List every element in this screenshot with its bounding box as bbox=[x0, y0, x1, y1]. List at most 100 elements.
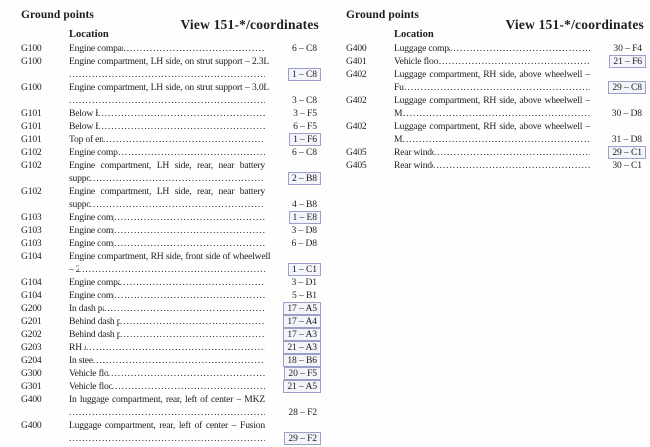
ground-point-id: G405 bbox=[346, 147, 367, 158]
coordinate-cell: 1 – C1 bbox=[269, 263, 321, 276]
location-text: Engine compartment, LH side – 2.3L bbox=[69, 212, 114, 223]
dot-leader bbox=[403, 107, 590, 120]
ground-point-id: G101 bbox=[21, 108, 42, 119]
location-entry: Engine compartment, LH side – 2.3L 1 – E8 bbox=[69, 211, 321, 224]
coordinate-text: 30 – C1 bbox=[612, 160, 642, 171]
coordinate-cell: 21 – F6 bbox=[594, 55, 646, 68]
coordinate-link[interactable]: 21 – A3 bbox=[283, 341, 321, 354]
ground-point-id: G100 bbox=[21, 56, 42, 67]
location-line: – 2.3L 1 – C1 bbox=[69, 263, 321, 276]
dot-leader bbox=[120, 315, 265, 328]
coordinate-cell: 6 – D8 bbox=[269, 237, 321, 250]
dot-leader bbox=[450, 42, 590, 55]
location-text: Engine compartment, RH side – 3.5L bbox=[69, 290, 114, 301]
location-line: In steering wheel 18 – B6 bbox=[69, 354, 321, 367]
location-text: Top of engine, rear – 2.3L bbox=[69, 134, 103, 145]
ground-point-id: G100 bbox=[21, 82, 42, 93]
coordinate-link[interactable]: 17 – A4 bbox=[283, 315, 321, 328]
dot-leader bbox=[434, 146, 590, 159]
coordinate-cell: 6 – C8 bbox=[269, 146, 321, 159]
location-line: Engine compartment, LH side – 3.5L 6 – D8 bbox=[69, 237, 321, 250]
location-line: Vehicle floor, under passenger seat 21 – … bbox=[69, 380, 321, 393]
coordinate-link[interactable]: 21 – F6 bbox=[609, 55, 646, 68]
location-text: Below Battery – 3.0L bbox=[69, 108, 98, 119]
ground-points-column-left: Ground points View 151-*/coordinates Loc… bbox=[0, 0, 325, 447]
location-line: Fusion 29 – C8 bbox=[394, 81, 646, 94]
dot-leader bbox=[79, 263, 265, 276]
location-line: 29 – F2 bbox=[69, 432, 321, 445]
location-line: Rear window, LH side – Fusion 29 – C1 bbox=[394, 146, 646, 159]
coordinate-text: 3 – F5 bbox=[293, 108, 317, 119]
location-entry: Engine compartment, LH side, near BJB – … bbox=[69, 42, 321, 55]
coordinate-link[interactable]: 18 – B6 bbox=[283, 354, 321, 367]
location-entry: Engine compartment, RH side, front side … bbox=[69, 250, 321, 276]
location-entry: Rear window, LH side – Fusion 29 – C1 bbox=[394, 146, 646, 159]
coordinate-link[interactable]: 29 – C8 bbox=[608, 81, 646, 94]
ground-point-row: G100 Engine compartment, LH side, on stru… bbox=[21, 55, 321, 81]
coordinate-cell: 28 – F2 bbox=[269, 406, 321, 419]
location-text: Rear window, LH side – Fusion bbox=[394, 147, 434, 158]
location-entry: Engine compartment, LH side, rear, near … bbox=[69, 159, 321, 185]
location-line: Engine compartment, LH side, near BJB – … bbox=[69, 42, 321, 55]
dot-leader bbox=[433, 159, 590, 172]
coordinate-link[interactable]: 2 – B8 bbox=[288, 172, 321, 185]
dot-leader bbox=[69, 68, 265, 81]
dot-leader bbox=[93, 354, 265, 367]
location-text: In steering wheel bbox=[69, 355, 93, 366]
location-text-continued: Fusion bbox=[394, 82, 404, 93]
location-line: support – 3.0L 4 – B8 bbox=[69, 198, 321, 211]
coordinate-link[interactable]: 29 – F2 bbox=[284, 432, 321, 445]
ground-point-row: G102 Engine compartment, LH side rear – 3… bbox=[21, 146, 321, 159]
coordinate-link[interactable]: 1 – C1 bbox=[288, 263, 321, 276]
ground-point-id: G400 bbox=[346, 43, 367, 54]
dot-leader bbox=[114, 237, 265, 250]
location-line: RH A-pillar 21 – A3 bbox=[69, 341, 321, 354]
coordinate-link[interactable]: 21 – A5 bbox=[283, 380, 321, 393]
ground-point-row: G101 Below Battery – 3.0L 3 – F5 bbox=[21, 107, 321, 120]
coordinate-text: 4 – B8 bbox=[292, 199, 317, 210]
coordinate-cell: 3 – C8 bbox=[269, 94, 321, 107]
coordinate-cell: 6 – C8 bbox=[269, 42, 321, 55]
column-header: Ground points View 151-*/coordinates Loc… bbox=[346, 9, 646, 42]
coordinate-cell: 3 – D8 bbox=[269, 224, 321, 237]
ground-point-id: G402 bbox=[346, 95, 367, 106]
coordinate-link[interactable]: 1 – C8 bbox=[288, 68, 321, 81]
coordinate-text: 6 – F5 bbox=[293, 121, 317, 132]
location-entry: Engine compartment, LH side, on strut su… bbox=[69, 81, 321, 107]
location-line: 3 – C8 bbox=[69, 94, 321, 107]
location-line: Milan 30 – D8 bbox=[394, 107, 646, 120]
coordinate-cell: 1 – F6 bbox=[269, 133, 321, 146]
location-entry: Engine compartment, RH side – 3.5L 5 – B1 bbox=[69, 289, 321, 302]
location-line: Below Battery – 3.5L 6 – F5 bbox=[69, 120, 321, 133]
location-line: MKZ 31 – D8 bbox=[394, 133, 646, 146]
coordinate-link[interactable]: 1 – E8 bbox=[288, 211, 321, 224]
coordinate-text: 28 – F2 bbox=[288, 407, 317, 418]
ground-point-id: G405 bbox=[346, 160, 367, 171]
coordinate-cell: 20 – F5 bbox=[269, 367, 321, 380]
location-entry: In steering wheel 18 – B6 bbox=[69, 354, 321, 367]
column-header: Ground points View 151-*/coordinates Loc… bbox=[21, 9, 321, 42]
coordinate-link[interactable]: 29 – C1 bbox=[608, 146, 646, 159]
ground-point-row: G104 Engine compartment, RH side, front –… bbox=[21, 276, 321, 289]
coordinate-text: 30 – D8 bbox=[611, 108, 642, 119]
location-text: RH A-pillar bbox=[69, 342, 86, 353]
dot-leader bbox=[403, 133, 590, 146]
dot-leader bbox=[120, 328, 265, 341]
coordinate-link[interactable]: 1 – F6 bbox=[289, 133, 321, 146]
dot-leader bbox=[90, 172, 265, 185]
ground-point-row: G402 Luggage compartment, RH side, above … bbox=[346, 120, 646, 146]
location-entry: RH A-pillar 21 – A3 bbox=[69, 341, 321, 354]
location-entry: Luggage compartment, RH side, above whee… bbox=[394, 120, 646, 146]
location-line: Luggage compartment, rear, left of cente… bbox=[394, 42, 646, 55]
coordinate-link[interactable]: 20 – F5 bbox=[284, 367, 321, 380]
location-text-continued: support – 3.0L bbox=[69, 199, 90, 210]
coordinate-link[interactable]: 17 – A5 bbox=[283, 302, 321, 315]
ground-point-id: G201 bbox=[21, 316, 42, 327]
coordinate-link[interactable]: 17 – A3 bbox=[283, 328, 321, 341]
ground-point-row: G102 Engine compartment, LH side, rear, n… bbox=[21, 185, 321, 211]
ground-point-id: G402 bbox=[346, 69, 367, 80]
dot-leader bbox=[108, 367, 265, 380]
dot-leader bbox=[98, 107, 265, 120]
location-entry: In dash panel, behind radio 17 – A5 bbox=[69, 302, 321, 315]
location-text: Luggage compartment, rear, left of cente… bbox=[69, 420, 265, 431]
